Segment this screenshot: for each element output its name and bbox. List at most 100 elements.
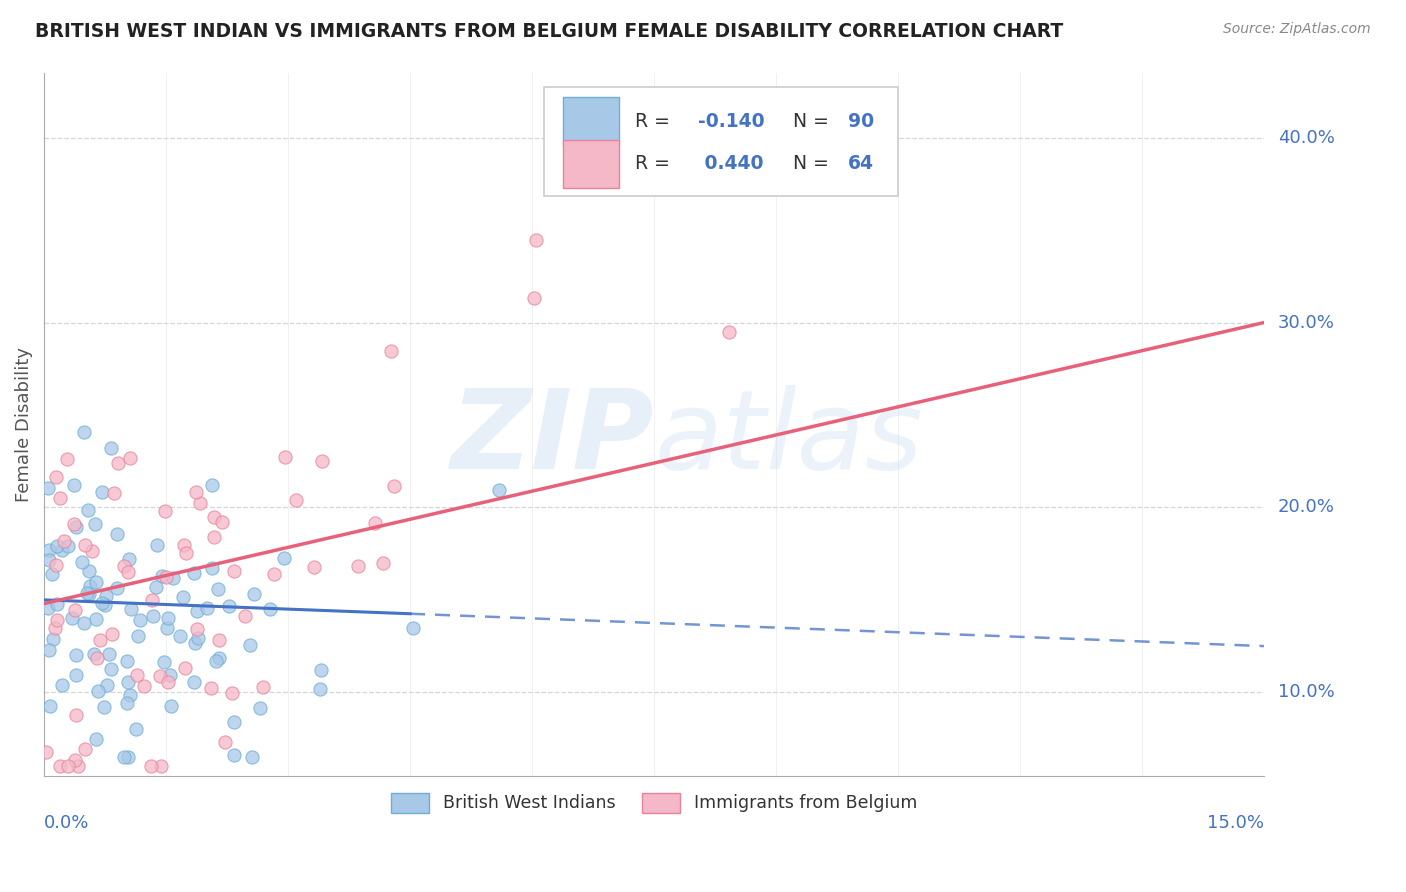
Point — [79, 587, 101, 601]
Point — [100, 441, 122, 455]
Point — [153, 504, 176, 518]
Point — [153, 655, 176, 669]
Point — [107, 456, 129, 470]
Point — [48, 759, 70, 773]
Text: 40.0%: 40.0% — [1278, 128, 1334, 146]
Point — [65, 648, 87, 662]
Point — [41, 567, 63, 582]
Point — [184, 636, 207, 650]
Point — [118, 451, 141, 466]
Point — [186, 622, 208, 636]
Point — [380, 344, 402, 359]
Point — [41, 632, 63, 646]
Text: R =: R = — [634, 154, 675, 173]
Point — [172, 590, 194, 604]
Point — [233, 608, 256, 623]
Point — [157, 611, 180, 625]
Point — [125, 723, 148, 737]
Point — [202, 510, 225, 524]
Point — [66, 759, 89, 773]
Point — [45, 597, 67, 611]
Point — [159, 668, 181, 682]
Point — [174, 546, 197, 560]
Point — [87, 684, 110, 698]
Point — [186, 604, 208, 618]
Point — [45, 558, 67, 572]
Point — [86, 650, 108, 665]
Point — [187, 632, 209, 646]
Point — [156, 621, 179, 635]
Point — [117, 565, 139, 579]
Point — [70, 555, 93, 569]
Point — [208, 650, 231, 665]
Point — [39, 698, 62, 713]
Point — [285, 492, 308, 507]
Point — [84, 612, 107, 626]
Point — [62, 516, 84, 531]
Point — [188, 496, 211, 510]
Point — [35, 745, 58, 759]
Point — [173, 538, 195, 552]
Point — [46, 613, 69, 627]
Point — [63, 477, 86, 491]
Point — [44, 621, 66, 635]
Point — [56, 539, 79, 553]
Point — [65, 603, 87, 617]
Point — [65, 668, 87, 682]
Point — [82, 544, 104, 558]
Point — [45, 539, 67, 553]
Point — [77, 565, 100, 579]
Point — [112, 750, 135, 764]
Point — [311, 454, 333, 468]
Text: -0.140: -0.140 — [697, 112, 765, 130]
Point — [127, 629, 149, 643]
Point — [60, 611, 83, 625]
Point — [162, 571, 184, 585]
Point — [263, 566, 285, 581]
Text: 0.440: 0.440 — [697, 154, 763, 173]
Text: 10.0%: 10.0% — [1278, 683, 1334, 701]
Point — [524, 234, 547, 248]
Point — [200, 681, 222, 696]
Point — [76, 586, 98, 600]
Point — [84, 516, 107, 531]
Point — [112, 558, 135, 573]
Point — [240, 750, 263, 764]
FancyBboxPatch shape — [544, 87, 898, 196]
Point — [523, 291, 546, 305]
Text: ZIP: ZIP — [450, 384, 654, 491]
Point — [311, 663, 333, 677]
Point — [205, 654, 228, 668]
Point — [382, 479, 405, 493]
Point — [96, 590, 118, 604]
Point — [218, 599, 240, 614]
Point — [49, 491, 72, 505]
Point — [115, 696, 138, 710]
Point — [141, 593, 163, 607]
Point — [37, 600, 59, 615]
Point — [103, 486, 125, 500]
Point — [169, 629, 191, 643]
Point — [364, 516, 387, 530]
Point — [84, 731, 107, 746]
Point — [128, 614, 150, 628]
Point — [149, 669, 172, 683]
Point — [51, 678, 73, 692]
Point — [201, 478, 224, 492]
Legend: British West Indians, Immigrants from Belgium: British West Indians, Immigrants from Be… — [384, 786, 924, 820]
Point — [302, 560, 325, 574]
Text: atlas: atlas — [654, 384, 922, 491]
Point — [488, 483, 510, 498]
Text: 90: 90 — [848, 112, 875, 130]
Point — [150, 759, 173, 773]
Point — [117, 675, 139, 690]
Point — [38, 643, 60, 657]
Point — [100, 662, 122, 676]
Point — [77, 503, 100, 517]
Point — [105, 526, 128, 541]
Point — [155, 570, 177, 584]
Text: 64: 64 — [848, 154, 875, 173]
Point — [156, 675, 179, 690]
Point — [56, 759, 79, 773]
Point — [224, 564, 246, 578]
